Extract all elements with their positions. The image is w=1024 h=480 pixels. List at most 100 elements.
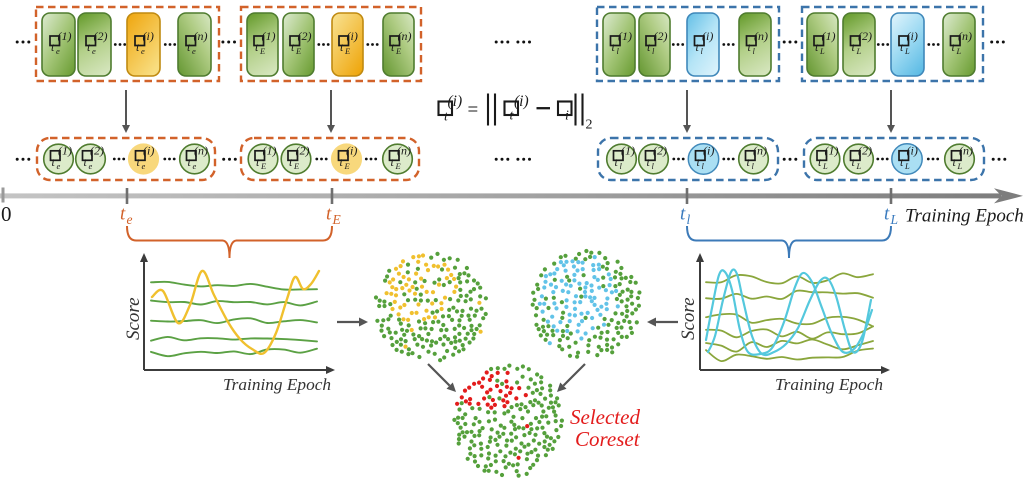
svg-text:l: l — [652, 161, 655, 171]
svg-text:2: 2 — [586, 118, 593, 133]
svg-text:L: L — [904, 161, 910, 171]
svg-text:e: e — [89, 161, 93, 171]
svg-text:Score: Score — [123, 297, 144, 340]
svg-text:L: L — [957, 161, 963, 171]
svg-text:(1): (1) — [58, 144, 72, 158]
svg-text:(n): (n) — [194, 29, 208, 43]
svg-text:t: t — [612, 40, 616, 54]
svg-text:E: E — [259, 46, 266, 56]
svg-text:t: t — [120, 204, 126, 225]
svg-text:t: t — [900, 155, 904, 169]
svg-text:=: = — [468, 100, 479, 121]
svg-text:t: t — [51, 40, 55, 54]
svg-text:Score: Score — [678, 297, 699, 340]
svg-text:(i): (i) — [346, 144, 357, 158]
svg-text:(i): (i) — [514, 93, 529, 110]
svg-text:(2): (2) — [653, 144, 667, 158]
svg-text:l: l — [620, 161, 623, 171]
svg-text:l: l — [652, 46, 655, 56]
svg-text:t: t — [291, 40, 295, 54]
svg-text:L: L — [822, 161, 828, 171]
svg-text:(n): (n) — [194, 144, 208, 158]
svg-text:t: t — [256, 155, 260, 169]
svg-text:t: t — [953, 155, 957, 169]
svg-text:t: t — [289, 155, 293, 169]
svg-text:t: t — [84, 155, 88, 169]
svg-text:E: E — [344, 161, 351, 171]
svg-text:(i): (i) — [143, 29, 154, 43]
svg-text:t: t — [747, 155, 751, 169]
svg-text:(1): (1) — [618, 29, 632, 43]
svg-text:t: t — [647, 155, 651, 169]
svg-text:(i): (i) — [347, 29, 358, 43]
svg-text:(1): (1) — [262, 29, 276, 43]
svg-text:t: t — [52, 155, 56, 169]
svg-text:(i): (i) — [907, 144, 918, 158]
svg-text:E: E — [260, 161, 267, 171]
svg-text:(2): (2) — [858, 144, 872, 158]
svg-text:(i): (i) — [703, 144, 714, 158]
svg-text:t: t — [818, 155, 822, 169]
svg-text:(n): (n) — [754, 29, 768, 43]
svg-text:i: i — [565, 109, 569, 124]
svg-text:L: L — [904, 46, 910, 56]
svg-text:(n): (n) — [397, 144, 411, 158]
svg-text:Training Epoch: Training Epoch — [905, 206, 1024, 227]
svg-text:(2): (2) — [94, 29, 108, 43]
svg-text:L: L — [819, 46, 825, 56]
svg-text:t: t — [852, 40, 856, 54]
svg-text:l: l — [752, 161, 755, 171]
svg-text:(2): (2) — [90, 144, 104, 158]
svg-text:(2): (2) — [296, 144, 310, 158]
svg-text:(2): (2) — [858, 29, 872, 43]
svg-text:Selected: Selected — [570, 405, 640, 429]
svg-text:t: t — [136, 40, 140, 54]
svg-text:e: e — [57, 161, 61, 171]
svg-text:Coreset: Coreset — [575, 427, 641, 451]
svg-text:E: E — [293, 161, 300, 171]
svg-text:t: t — [340, 155, 344, 169]
svg-text:e: e — [127, 212, 133, 227]
svg-text:L: L — [956, 46, 962, 56]
svg-text:t: t — [680, 204, 686, 225]
svg-text:(n): (n) — [959, 144, 973, 158]
svg-text:l: l — [753, 46, 756, 56]
svg-text:(i): (i) — [702, 29, 713, 43]
svg-text:E: E — [395, 46, 402, 56]
svg-text:E: E — [344, 46, 351, 56]
svg-text:E: E — [295, 46, 302, 56]
svg-text:e: e — [92, 46, 96, 56]
svg-text:l: l — [701, 46, 704, 56]
svg-text:t: t — [815, 40, 819, 54]
svg-text:e: e — [141, 46, 145, 56]
svg-text:t: t — [900, 40, 904, 54]
svg-text:e: e — [193, 161, 197, 171]
svg-text:t: t — [137, 155, 141, 169]
svg-text:(i): (i) — [448, 93, 463, 110]
svg-text:t: t — [444, 110, 449, 125]
svg-text:l: l — [687, 212, 691, 227]
svg-text:(2): (2) — [654, 29, 668, 43]
svg-text:t: t — [696, 40, 700, 54]
svg-text:t: t — [884, 204, 890, 225]
svg-text:t: t — [188, 155, 192, 169]
svg-text:l: l — [617, 46, 620, 56]
svg-text:L: L — [856, 46, 862, 56]
svg-text:t: t — [510, 109, 515, 124]
svg-text:t: t — [748, 40, 752, 54]
svg-text:Training Epoch: Training Epoch — [775, 375, 883, 394]
svg-text:t: t — [87, 40, 91, 54]
svg-text:0: 0 — [1, 202, 12, 226]
svg-text:t: t — [697, 155, 701, 169]
svg-text:L: L — [856, 161, 862, 171]
svg-text:(1): (1) — [825, 144, 839, 158]
svg-text:t: t — [187, 40, 191, 54]
svg-text:t: t — [255, 40, 259, 54]
svg-text:l: l — [702, 161, 705, 171]
svg-text:t: t — [647, 40, 651, 54]
svg-text:(2): (2) — [298, 29, 312, 43]
svg-text:t: t — [340, 40, 344, 54]
svg-text:t: t — [391, 155, 395, 169]
svg-text:(i): (i) — [907, 29, 918, 43]
svg-text:Training Epoch: Training Epoch — [223, 375, 331, 394]
